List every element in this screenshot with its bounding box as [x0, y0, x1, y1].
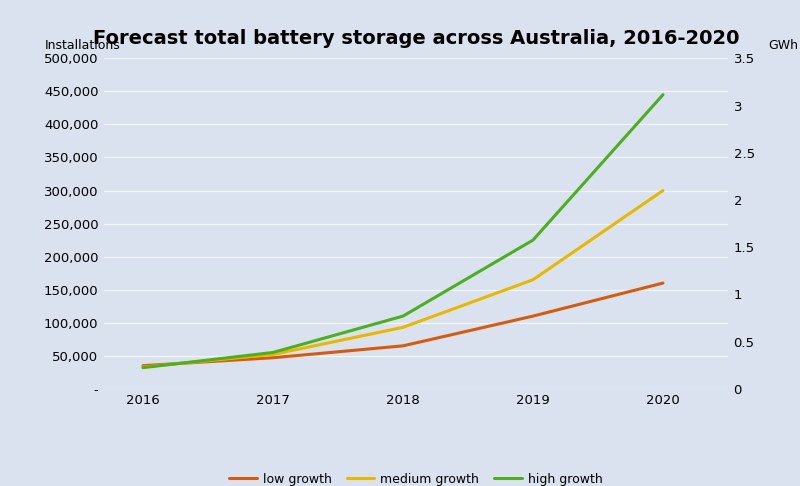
medium growth — [658, 188, 668, 193]
high growth — [268, 349, 278, 355]
Legend: low growth, medium growth, high growth: low growth, medium growth, high growth — [224, 468, 608, 486]
low growth — [268, 355, 278, 361]
low growth — [658, 280, 668, 286]
medium growth — [268, 351, 278, 357]
medium growth — [528, 277, 538, 283]
Line: high growth: high growth — [143, 95, 663, 367]
high growth — [138, 364, 148, 370]
Line: low growth: low growth — [143, 283, 663, 365]
high growth — [658, 92, 668, 98]
Text: GWh: GWh — [769, 39, 798, 52]
high growth — [528, 237, 538, 243]
high growth — [398, 313, 408, 319]
low growth — [138, 363, 148, 368]
Text: Installations: Installations — [45, 39, 121, 52]
medium growth — [398, 325, 408, 330]
Title: Forecast total battery storage across Australia, 2016-2020: Forecast total battery storage across Au… — [93, 30, 739, 49]
Line: medium growth: medium growth — [143, 191, 663, 367]
low growth — [398, 343, 408, 349]
medium growth — [138, 364, 148, 370]
low growth — [528, 313, 538, 319]
